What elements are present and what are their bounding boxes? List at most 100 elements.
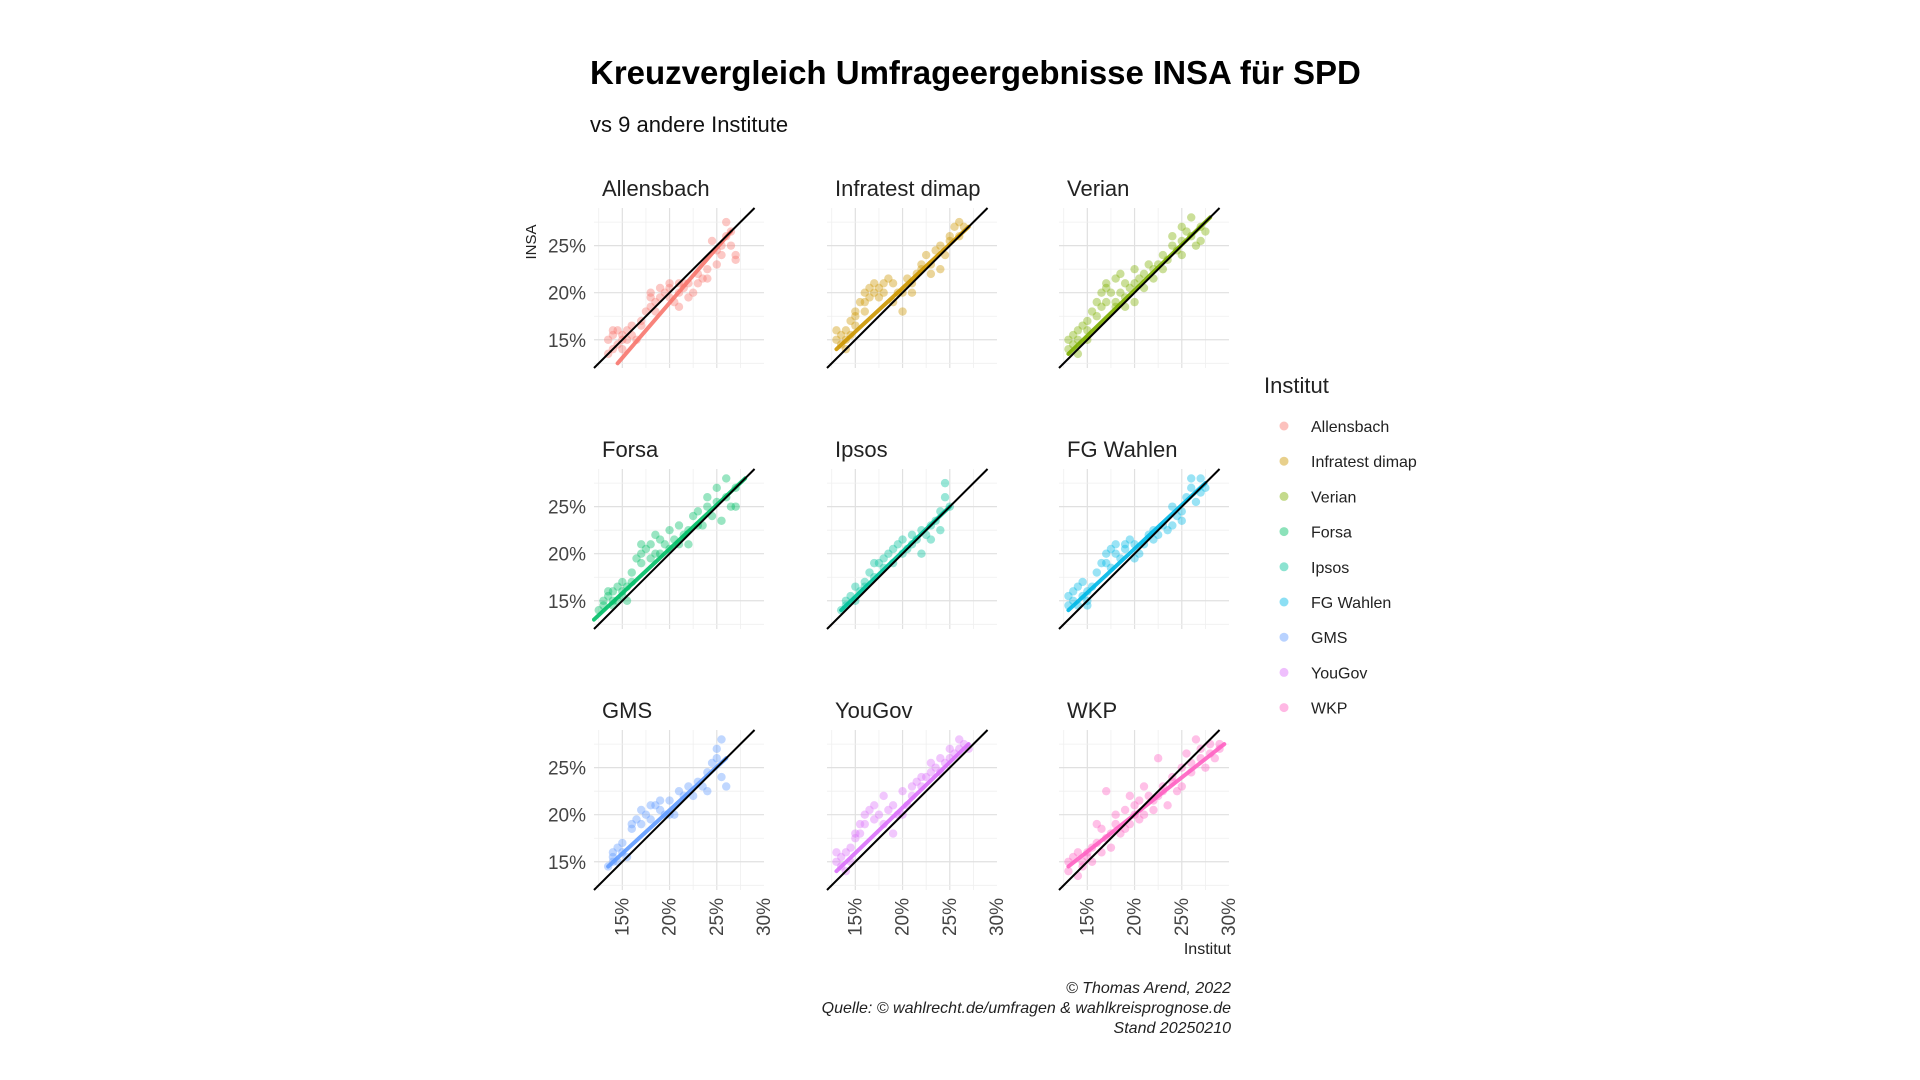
data-point xyxy=(651,549,660,558)
facet-panels: Allensbach 15% 20% 25% Infratest dimap Verian… xyxy=(548,176,1240,936)
data-point xyxy=(926,535,936,544)
legend-label: WKP xyxy=(1311,701,1347,718)
data-point xyxy=(703,502,712,511)
data-point xyxy=(1106,544,1116,554)
data-point xyxy=(870,815,879,824)
data-point xyxy=(731,255,740,264)
legend-item: FG Wahlen xyxy=(1279,595,1391,612)
data-point xyxy=(888,544,898,554)
data-point xyxy=(1092,312,1101,321)
legend-label: GMS xyxy=(1311,630,1347,647)
data-point xyxy=(855,297,865,307)
facet-panel: YouGov 15% 20% 25% 30% xyxy=(826,698,1008,936)
data-point xyxy=(1187,213,1196,222)
data-point xyxy=(1078,321,1087,330)
data-point xyxy=(1106,288,1116,297)
caption-line-3: Stand 20250210 xyxy=(1114,1020,1232,1037)
data-point xyxy=(865,293,874,302)
caption-line-1: © Thomas Arend, 2022 xyxy=(1066,980,1231,997)
y-tick-label: 20% xyxy=(548,806,586,827)
reference-line xyxy=(1058,207,1221,369)
data-point xyxy=(1073,326,1083,335)
data-point xyxy=(860,810,869,819)
data-point xyxy=(860,307,869,316)
reference-line xyxy=(826,468,989,630)
data-point xyxy=(884,549,893,558)
data-point xyxy=(1102,786,1111,796)
legend-item: Forsa xyxy=(1279,525,1352,542)
data-point xyxy=(1102,549,1111,558)
data-point xyxy=(1149,805,1158,815)
data-point xyxy=(950,222,959,232)
facet-title: Forsa xyxy=(602,437,659,462)
data-point xyxy=(1144,260,1153,269)
data-point xyxy=(912,777,921,786)
reference-line xyxy=(1058,468,1221,630)
data-point xyxy=(955,735,964,744)
data-point xyxy=(1158,250,1168,260)
data-point xyxy=(1135,274,1144,283)
data-point xyxy=(870,279,879,288)
facet-title: GMS xyxy=(602,698,652,723)
data-point xyxy=(1064,335,1073,344)
trend-line xyxy=(834,742,971,874)
x-tick-label: 15% xyxy=(1077,898,1098,936)
data-point xyxy=(1139,269,1149,279)
trend-line xyxy=(1066,742,1227,869)
data-point xyxy=(660,540,670,549)
data-point xyxy=(703,274,712,283)
data-point xyxy=(841,848,851,857)
data-point xyxy=(836,852,846,862)
facet-title: Allensbach xyxy=(602,176,710,201)
data-point xyxy=(874,283,884,293)
legend-swatch xyxy=(1279,597,1289,607)
y-tick-label: 20% xyxy=(548,545,586,566)
data-point xyxy=(1087,307,1097,316)
data-point xyxy=(1191,241,1201,250)
data-point xyxy=(926,269,936,279)
data-point xyxy=(693,507,703,516)
legend: Institut Allensbach Infratest dimap Verian… xyxy=(1264,373,1417,718)
data-point xyxy=(1163,525,1172,535)
data-point xyxy=(688,511,698,521)
data-point xyxy=(832,335,841,344)
data-point xyxy=(646,554,655,563)
data-point xyxy=(865,805,874,815)
data-point xyxy=(637,819,646,829)
data-point xyxy=(1064,866,1073,876)
legend-item: GMS xyxy=(1279,630,1347,647)
data-point xyxy=(1187,483,1196,493)
data-point xyxy=(651,530,660,540)
data-point xyxy=(641,810,651,819)
data-point xyxy=(632,554,641,563)
data-point xyxy=(1078,577,1087,587)
legend-item: Ipsos xyxy=(1279,560,1349,577)
data-point xyxy=(832,848,841,857)
data-point xyxy=(1111,274,1120,283)
data-point xyxy=(1097,288,1106,297)
legend-label: Infratest dimap xyxy=(1311,454,1417,471)
data-point xyxy=(936,754,945,763)
x-tick-label: 25% xyxy=(1172,898,1193,936)
data-point xyxy=(931,763,940,772)
x-tick-label: 20% xyxy=(893,898,914,936)
data-point xyxy=(608,330,618,340)
data-point xyxy=(907,288,917,297)
legend-swatch xyxy=(1279,703,1289,713)
data-point xyxy=(1187,474,1196,483)
data-point xyxy=(1177,250,1186,260)
legend-label: Forsa xyxy=(1311,525,1352,542)
data-point xyxy=(1068,330,1078,340)
data-point xyxy=(917,549,926,558)
data-point xyxy=(684,293,693,302)
data-point xyxy=(870,288,879,297)
data-point xyxy=(717,772,726,782)
panel-background xyxy=(594,730,764,890)
data-point xyxy=(860,819,869,829)
data-point xyxy=(1172,786,1182,796)
data-point xyxy=(646,815,655,824)
data-point xyxy=(1168,502,1177,511)
data-point xyxy=(618,838,627,848)
data-point xyxy=(898,535,907,544)
x-tick-label: 30% xyxy=(754,898,775,936)
